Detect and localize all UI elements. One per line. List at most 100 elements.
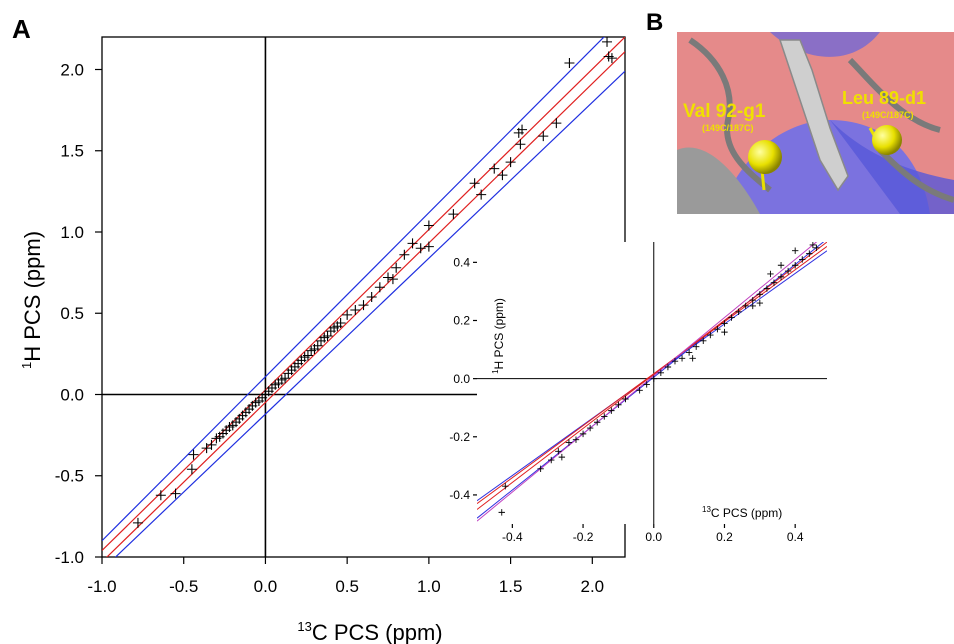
main-data-point — [407, 238, 418, 249]
inset-x-tick-label: -0.2 — [573, 530, 594, 544]
main-data-point — [366, 292, 377, 302]
main-x-tick-label: -1.0 — [87, 577, 116, 596]
main-y-tick-label: 1.0 — [60, 223, 84, 242]
inset-data-point — [721, 320, 728, 327]
inset-data-point — [650, 375, 657, 382]
main-x-tick-label: 0.0 — [254, 577, 278, 596]
main-data-point — [551, 118, 562, 129]
inset-y-axis-label-text: H PCS (ppm) — [492, 298, 506, 369]
blue-isosurface-right — [830, 120, 954, 214]
inset-x-tick-label: 0.0 — [645, 530, 662, 544]
inset-data-point — [767, 270, 774, 278]
main-data-point — [391, 262, 402, 273]
inset-data-point — [763, 285, 771, 292]
main-data-point — [515, 139, 526, 150]
main-y-ticks: -1.0 -0.5 0.0 0.5 1.0 1.5 2.0 — [55, 60, 102, 567]
inset-y-axis-label-sup: 1 — [491, 369, 500, 374]
inset-data-point — [608, 407, 615, 414]
inset-data-point — [636, 387, 643, 394]
main-data-point — [564, 58, 575, 68]
inset-data-point — [685, 349, 693, 356]
main-data-points — [132, 37, 617, 528]
inset-data-point — [749, 296, 756, 304]
main-y-tick-label: 2.0 — [60, 60, 84, 79]
inset-y-tick-label: -0.2 — [449, 430, 470, 444]
inset-data-point — [707, 331, 714, 339]
inset-x-tick-label: 0.2 — [716, 530, 733, 544]
loop-ribbon-right — [847, 57, 941, 133]
main-x-axis-label-sup: 13 — [297, 619, 311, 634]
main-data-point — [342, 309, 353, 320]
main-fit-line-2 — [102, 37, 625, 551]
inset-data-point — [749, 302, 756, 310]
inset-data-points — [498, 242, 820, 516]
inset-y-tick-label: 0.4 — [453, 256, 470, 270]
main-data-point — [358, 300, 369, 311]
main-y-tick-label: -0.5 — [55, 467, 84, 486]
helix-ribbon — [677, 147, 760, 214]
label-leu-89-sub: (149C/187C) — [862, 110, 914, 120]
main-data-point — [132, 517, 143, 528]
main-y-axis-label-sup: 1 — [19, 362, 34, 369]
inset-fit-line-4 — [477, 242, 818, 522]
inset-data-point — [601, 413, 608, 420]
beta-strand — [778, 39, 849, 192]
inset-data-point — [756, 291, 764, 298]
inset-data-point — [721, 328, 728, 336]
panel-label-b: B — [646, 9, 663, 36]
inset-data-point — [586, 424, 594, 432]
inset-data-point — [565, 439, 573, 446]
main-data-point — [602, 37, 613, 47]
inset-data-point — [735, 308, 742, 315]
inset-data-point — [714, 326, 721, 333]
inset-background — [477, 242, 827, 524]
main-data-point — [350, 305, 361, 315]
main-data-point — [387, 274, 398, 285]
main-data-point — [606, 53, 617, 64]
blue-isosurface-top — [770, 32, 880, 57]
inset-data-point — [498, 509, 505, 516]
label-val-92: Val 92-g1 — [683, 101, 766, 122]
main-y-tick-label: 0.0 — [60, 385, 84, 404]
panel-label-a: A — [12, 14, 31, 44]
main-data-point — [374, 282, 385, 293]
main-data-point — [505, 157, 516, 168]
inset-data-point — [799, 256, 806, 263]
main-data-point — [155, 490, 166, 501]
inset-data-point — [615, 401, 622, 409]
inset-data-point — [664, 363, 672, 371]
inset-x-axis-label-text: C PCS (ppm) — [711, 506, 782, 520]
main-data-point — [517, 124, 528, 135]
main-chart: -1.0 -0.5 0.0 0.5 1.0 1.5 2.0 -1.0 -0.5 0.0 0.5 1.… — [19, 36, 626, 644]
inset-data-point — [806, 250, 813, 257]
main-x-axis-label: 13C PCS (ppm) — [297, 619, 442, 644]
loop-ribbon-left — [688, 37, 772, 193]
main-data-point — [170, 488, 181, 499]
main-data-point — [476, 189, 487, 200]
main-y-tick-label: 0.5 — [60, 304, 84, 323]
main-data-point — [448, 209, 459, 220]
inset-data-point — [813, 244, 820, 252]
main-x-tick-label: 1.5 — [499, 577, 523, 596]
main-y-axis-label: 1H PCS (ppm) — [19, 231, 45, 369]
structure-image: Val 92-g1 (149C/187C) Leu 89-d1 (149C/18… — [677, 32, 954, 214]
main-y-tick-label: 1.5 — [60, 142, 84, 161]
main-x-ticks: -1.0 -0.5 0.0 0.5 1.0 1.5 2.0 — [87, 557, 604, 596]
inset-x-axis-label: 13C PCS (ppm) — [702, 505, 782, 520]
inset-data-point — [742, 302, 749, 310]
inset-y-axis-label: 1H PCS (ppm) — [491, 298, 506, 374]
inset-x-ticks: -0.4 -0.2 0.0 0.2 0.4 — [502, 524, 804, 544]
inset-data-point — [777, 273, 785, 281]
main-x-tick-label: 2.0 — [580, 577, 604, 596]
inset-data-point — [643, 381, 650, 388]
inset-data-point — [777, 262, 785, 269]
inset-data-point — [548, 456, 555, 464]
inset-data-point — [579, 430, 587, 438]
main-data-point — [399, 249, 410, 260]
inset-data-point — [692, 343, 700, 350]
main-data-point — [489, 163, 500, 174]
inset-data-point — [622, 395, 629, 403]
main-data-point — [206, 439, 217, 450]
inset-data-point — [809, 242, 817, 249]
inset-y-tick-label: 0.0 — [453, 372, 470, 386]
